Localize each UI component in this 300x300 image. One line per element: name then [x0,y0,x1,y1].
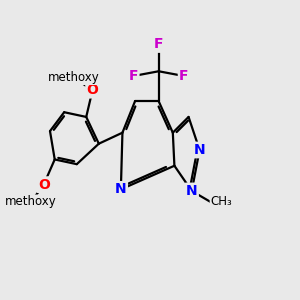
Text: methoxy: methoxy [48,71,100,84]
Text: O: O [38,178,50,192]
Text: F: F [154,38,164,52]
Text: N: N [194,143,206,157]
Text: F: F [129,69,138,83]
Text: F: F [179,69,189,83]
Text: N: N [186,184,197,198]
Text: O: O [87,83,98,97]
Text: CH₃: CH₃ [211,196,232,208]
Text: N: N [115,182,127,197]
Text: methoxy: methoxy [5,196,57,208]
